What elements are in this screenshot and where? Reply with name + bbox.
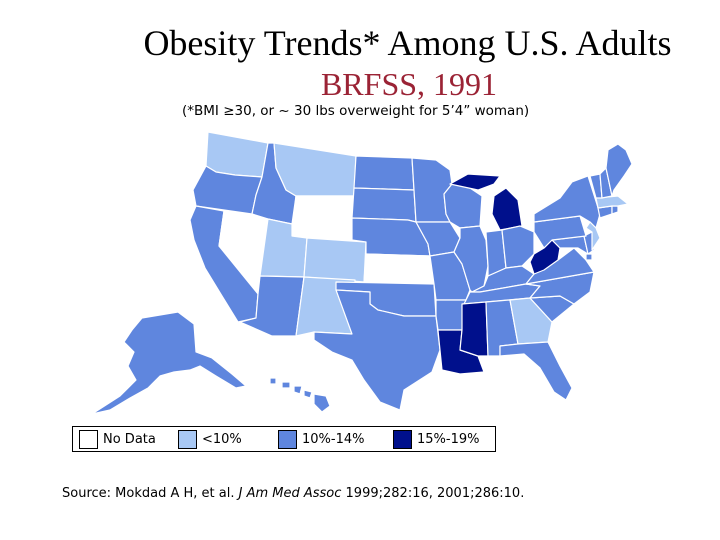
- state-NV: [218, 210, 269, 285]
- state-KS: [363, 253, 435, 285]
- state-NJ: [585, 221, 601, 251]
- state-DC: [585, 253, 593, 261]
- legend-label: 15%-19%: [417, 431, 480, 447]
- state-MT: [273, 142, 357, 197]
- state-CO: [303, 237, 367, 283]
- legend-item-no-data: No Data: [79, 429, 156, 449]
- state-SD: [351, 187, 417, 223]
- legend-label: No Data: [103, 431, 156, 447]
- state-HI: [269, 377, 331, 413]
- map-subtitle: BRFSS, 1991: [320, 66, 498, 102]
- legend-swatch-15-19: [393, 429, 412, 449]
- state-FL: [499, 341, 573, 401]
- state-WI: [443, 183, 483, 229]
- map-title: Obesity Trends* Among U.S. Adults: [143, 23, 672, 63]
- state-MI: [449, 173, 523, 231]
- source-prefix: Source: Mokdad A H, et al.: [62, 486, 239, 501]
- bmi-footnote: (*BMI ≥30, or ~ 30 lbs overweight for 5’…: [182, 103, 530, 119]
- state-ND: [353, 155, 415, 191]
- legend-item-15-19: 15%-19%: [393, 429, 480, 449]
- state-NC: [525, 271, 595, 305]
- map-legend: No Data <10% 10%-14% 15%-19%: [72, 426, 496, 452]
- state-ME: [605, 143, 633, 197]
- state-WY: [291, 195, 355, 241]
- state-TX: [313, 289, 441, 411]
- state-WA: [205, 131, 269, 178]
- legend-label: <10%: [202, 431, 242, 447]
- legend-swatch-no-data: [79, 429, 98, 449]
- state-OH: [501, 225, 535, 269]
- legend-swatch-10-14: [278, 429, 297, 449]
- state-MS: [459, 301, 489, 357]
- state-RI: [611, 205, 619, 215]
- source-citation: Source: Mokdad A H, et al. J Am Med Asso…: [62, 486, 524, 501]
- state-MA: [595, 195, 629, 209]
- us-obesity-map: [91, 131, 633, 415]
- legend-label: 10%-14%: [302, 431, 365, 447]
- source-suffix: 1999;282:16, 2001;286:10.: [341, 486, 525, 501]
- state-NY: [533, 175, 601, 229]
- legend-item-10-14: 10%-14%: [278, 429, 365, 449]
- source-journal: J Am Med Assoc: [238, 486, 342, 501]
- legend-item-lt10: <10%: [178, 429, 242, 449]
- legend-swatch-lt10: [178, 429, 197, 449]
- state-GA: [509, 297, 553, 345]
- state-AK: [91, 311, 247, 415]
